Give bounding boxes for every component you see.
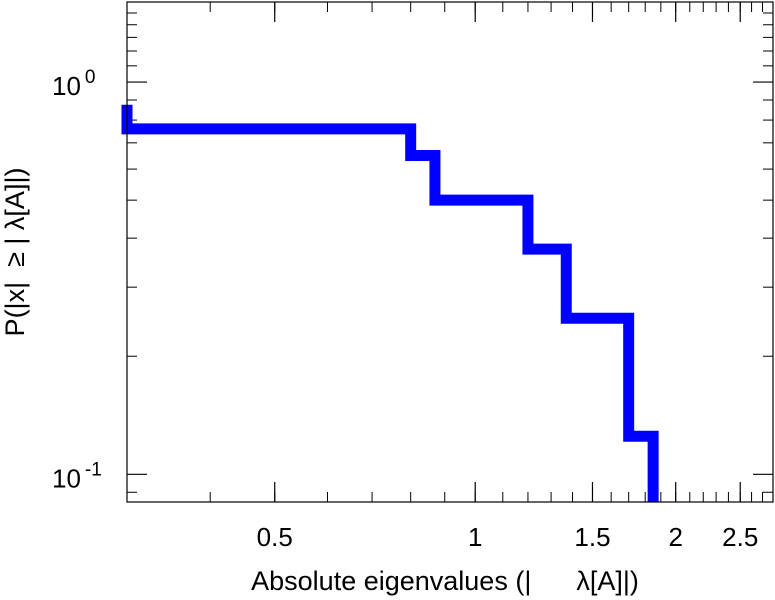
x-tick-label: 1 <box>468 522 482 552</box>
series-line-1 <box>121 104 659 502</box>
x-tick-label: 1.5 <box>574 522 610 552</box>
plot-frame <box>126 1 774 503</box>
y-axis-label: P(|x| ≥ | λ[A]|) <box>0 168 30 337</box>
y-tick-label: 10 0 <box>52 67 96 101</box>
x-tick-labels: 0.5 1 1.5 2 2.5 <box>257 522 759 552</box>
y-tick-label: 10 -1 <box>52 459 102 493</box>
x-axis-label: Absolute eigenvalues (| λ[A]|) <box>251 566 639 596</box>
x-tick-label: 2.5 <box>722 522 758 552</box>
minor-ticks <box>127 2 773 502</box>
x-tick-label: 0.5 <box>257 522 293 552</box>
series-layer <box>121 104 659 502</box>
x-tick-label: 2 <box>668 522 682 552</box>
major-ticks <box>127 2 773 502</box>
